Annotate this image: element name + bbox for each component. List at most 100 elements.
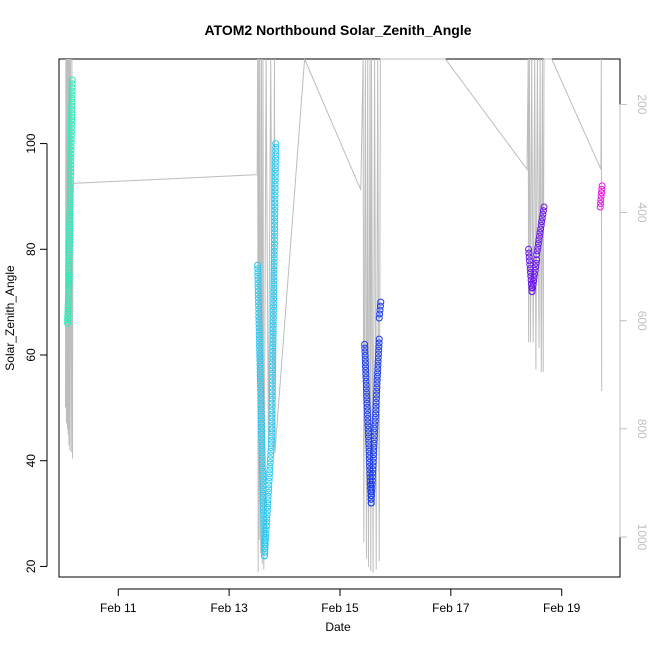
data-point — [66, 187, 74, 195]
data-point — [376, 302, 384, 310]
data-point — [257, 416, 265, 424]
data-point — [375, 335, 383, 343]
data-point — [254, 280, 262, 287]
data-point — [270, 236, 278, 244]
data-point — [362, 377, 370, 385]
data-point — [365, 440, 373, 448]
data-point — [267, 451, 275, 459]
data-point — [361, 352, 369, 359]
data-point — [375, 314, 383, 322]
data-point — [256, 375, 264, 383]
data-point — [373, 376, 381, 384]
data-point — [370, 447, 378, 455]
data-point — [254, 291, 262, 299]
y-tick-label: 20 — [24, 559, 38, 573]
data-point — [255, 324, 263, 332]
data-point — [270, 288, 278, 296]
data-point — [64, 305, 72, 313]
data-point — [254, 283, 262, 291]
data-point — [255, 331, 263, 339]
data-point — [258, 427, 266, 435]
data-point — [65, 257, 73, 264]
data-point — [526, 261, 534, 269]
data-point — [533, 256, 541, 264]
data-point — [374, 365, 382, 373]
data-point — [369, 466, 377, 473]
data-point — [257, 386, 265, 394]
data-point — [362, 374, 370, 382]
data-point — [270, 303, 277, 311]
data-point — [269, 325, 277, 333]
data-point — [374, 354, 382, 362]
data-point — [272, 147, 280, 155]
data-point — [269, 362, 277, 370]
data-point — [361, 344, 369, 352]
data-point — [370, 443, 378, 451]
data-point — [271, 203, 279, 211]
data-point — [263, 507, 271, 515]
data-point — [268, 425, 276, 433]
y-tick-label: 60 — [24, 348, 38, 362]
data-point — [66, 194, 74, 202]
axes-layer: 20 40 60 80 100 Feb 11 Feb 13 Feb 15 Feb 17 Feb 1… — [24, 94, 649, 614]
data-point — [529, 284, 537, 292]
data-point — [264, 488, 272, 496]
data-point — [270, 243, 278, 251]
data-point — [529, 281, 537, 288]
data-point — [268, 407, 276, 414]
data-point — [255, 313, 263, 321]
data-point — [264, 492, 272, 500]
data-point — [270, 269, 278, 277]
pressure-trace-layer — [65, 58, 603, 573]
data-point — [365, 444, 373, 452]
data-point — [64, 297, 72, 305]
data-point — [257, 390, 265, 398]
data-point — [368, 480, 376, 488]
data-point — [66, 220, 74, 228]
data-point — [371, 432, 378, 440]
data-point — [271, 229, 278, 236]
data-point — [373, 387, 381, 395]
data-point — [363, 399, 371, 407]
data-point — [265, 474, 273, 481]
x-tick-label: Feb 13 — [210, 601, 248, 615]
data-point — [269, 366, 277, 374]
data-point — [269, 373, 277, 381]
data-point — [67, 161, 75, 169]
data-point — [65, 238, 73, 246]
data-point — [255, 302, 263, 310]
data-point — [270, 277, 278, 285]
data-point — [269, 329, 277, 337]
data-point — [364, 422, 372, 430]
data-point — [270, 255, 278, 262]
data-point — [270, 247, 278, 255]
data-point — [526, 257, 533, 265]
data-point — [534, 243, 542, 251]
data-point — [258, 438, 266, 446]
data-point — [596, 203, 604, 211]
data-point — [67, 142, 75, 150]
data-point — [271, 217, 279, 225]
data-point — [533, 251, 541, 259]
data-point — [268, 418, 276, 426]
data-point — [373, 384, 381, 392]
data-point — [368, 492, 375, 500]
data-point — [370, 439, 378, 447]
data-point — [269, 358, 277, 366]
data-point — [536, 232, 543, 240]
data-point — [369, 462, 377, 470]
data-point — [372, 406, 380, 414]
data-point — [371, 428, 379, 436]
data-point — [67, 150, 75, 158]
data-point — [65, 264, 73, 272]
data-point — [66, 223, 74, 231]
data-point — [261, 544, 269, 552]
data-point — [267, 440, 275, 448]
data-point — [371, 417, 379, 425]
data-point — [369, 469, 377, 477]
data-point — [525, 245, 533, 253]
data-point — [270, 266, 278, 274]
data-point — [535, 236, 543, 244]
data-point — [269, 332, 277, 340]
data-point — [371, 413, 379, 421]
